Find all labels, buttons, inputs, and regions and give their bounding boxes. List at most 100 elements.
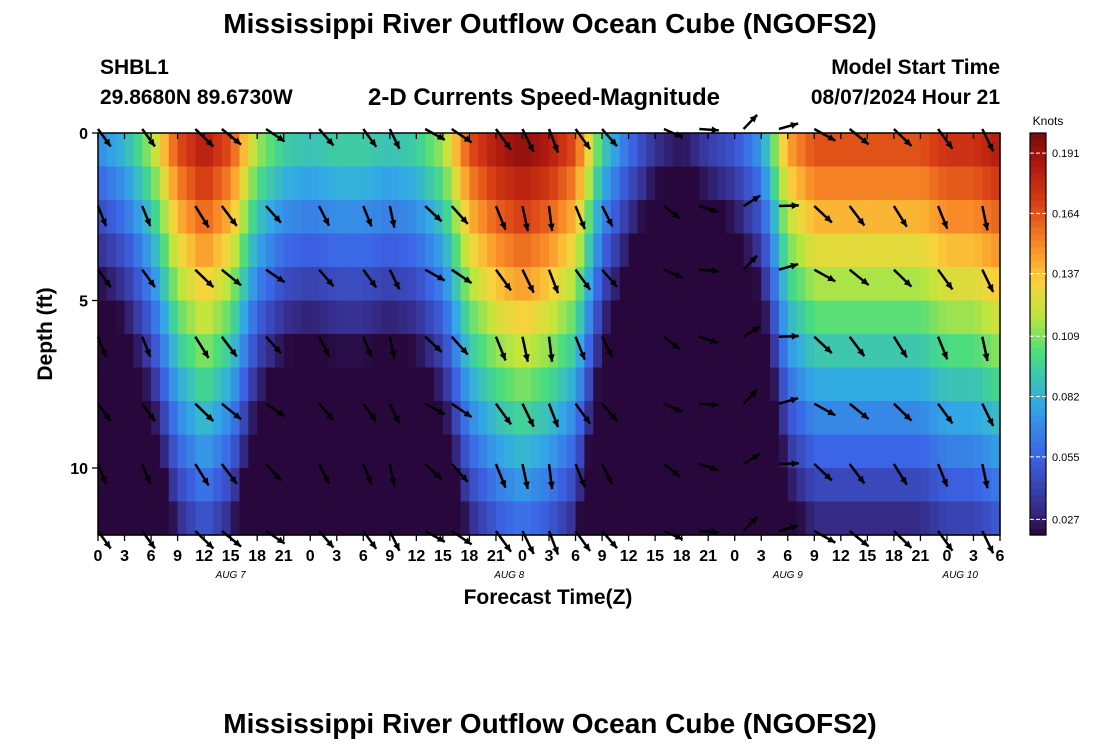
heat-cell bbox=[566, 133, 577, 168]
heat-cell bbox=[593, 401, 603, 436]
heat-cell bbox=[283, 133, 294, 168]
heat-cell bbox=[106, 233, 117, 268]
heat-cell bbox=[363, 233, 373, 268]
heat-cell bbox=[619, 200, 630, 235]
heat-cell bbox=[372, 401, 382, 436]
heat-cell bbox=[531, 267, 541, 302]
heat-cell bbox=[761, 233, 771, 268]
heat-cell bbox=[867, 300, 877, 335]
heat-cell bbox=[177, 267, 188, 302]
heat-cell bbox=[513, 401, 524, 436]
current-arrow bbox=[96, 530, 112, 550]
heat-cell bbox=[159, 200, 170, 235]
current-arrow bbox=[547, 205, 555, 232]
heat-cell bbox=[115, 501, 126, 536]
heat-cell bbox=[637, 367, 647, 402]
heat-cell bbox=[805, 434, 815, 469]
heat-cell bbox=[858, 401, 868, 436]
heat-cell bbox=[955, 401, 966, 436]
heat-cell bbox=[982, 401, 992, 436]
heat-cell bbox=[434, 367, 444, 402]
heat-cell bbox=[133, 166, 143, 201]
heat-cell bbox=[336, 468, 347, 503]
heat-cell bbox=[725, 300, 736, 335]
colorbar-swatch bbox=[1030, 367, 1046, 375]
heat-cell bbox=[372, 501, 382, 536]
heat-cell bbox=[319, 233, 329, 268]
colorbar-tick-label: 0.191 bbox=[1052, 148, 1080, 160]
heat-cell bbox=[212, 300, 223, 335]
heat-cell bbox=[840, 166, 851, 201]
heat-cell bbox=[778, 367, 789, 402]
heat-cell bbox=[248, 200, 258, 235]
heat-cell bbox=[761, 401, 771, 436]
heat-cell bbox=[796, 434, 807, 469]
heat-cell bbox=[628, 334, 639, 369]
heat-cell bbox=[151, 334, 161, 369]
heat-cell bbox=[451, 200, 462, 235]
x-tick-label: 21 bbox=[275, 548, 293, 565]
heat-cell bbox=[221, 334, 232, 369]
current-arrow bbox=[600, 205, 614, 227]
heat-cell bbox=[380, 434, 391, 469]
colorbar-swatch bbox=[1030, 528, 1046, 536]
heat-cell bbox=[186, 334, 196, 369]
heat-cell bbox=[717, 233, 727, 268]
heat-cell bbox=[115, 434, 126, 469]
heat-cell bbox=[849, 401, 860, 436]
heat-cell bbox=[885, 501, 895, 536]
heat-cell bbox=[257, 367, 267, 402]
heat-cell bbox=[540, 166, 550, 201]
heat-cell bbox=[221, 200, 232, 235]
heat-cell bbox=[831, 166, 842, 201]
heat-cell bbox=[893, 468, 904, 503]
heat-cell bbox=[345, 200, 356, 235]
heat-cell bbox=[805, 133, 815, 168]
x-tick-label: 9 bbox=[810, 548, 819, 565]
colorbar-swatch bbox=[1030, 414, 1046, 422]
heat-cell bbox=[761, 267, 771, 302]
heat-cell bbox=[699, 468, 709, 503]
heat-cell bbox=[142, 468, 152, 503]
heat-cell bbox=[946, 367, 957, 402]
heat-cell bbox=[823, 267, 833, 302]
heat-cell bbox=[876, 166, 886, 201]
heat-cell bbox=[186, 166, 196, 201]
chart-subtitle: 2-D Currents Speed-Magnitude bbox=[368, 84, 721, 111]
heat-cell bbox=[159, 233, 170, 268]
heat-cell bbox=[814, 468, 824, 503]
heat-cell bbox=[380, 133, 391, 168]
heat-cell bbox=[522, 367, 532, 402]
heat-cell bbox=[460, 434, 471, 469]
heat-cell bbox=[743, 468, 753, 503]
heat-cell bbox=[336, 334, 347, 369]
colorbar-swatch bbox=[1030, 447, 1046, 456]
heat-cell bbox=[266, 434, 276, 469]
heat-cell bbox=[655, 367, 665, 402]
heat-cell bbox=[124, 501, 134, 536]
colorbar-swatch bbox=[1030, 226, 1046, 235]
heat-cell bbox=[133, 300, 143, 335]
heat-cell bbox=[876, 200, 886, 235]
current-arrow bbox=[848, 402, 870, 421]
heat-cell bbox=[982, 200, 992, 235]
current-arrow bbox=[141, 205, 152, 227]
colorbar-swatch bbox=[1030, 334, 1046, 342]
current-arrow bbox=[892, 205, 908, 228]
heat-cell bbox=[893, 133, 904, 168]
heat-cell bbox=[805, 267, 815, 302]
heat-cell bbox=[840, 367, 851, 402]
current-arrow bbox=[699, 267, 719, 275]
colorbar-swatch bbox=[1030, 474, 1046, 482]
current-arrow bbox=[981, 269, 995, 293]
heat-cell bbox=[513, 501, 524, 536]
heat-cell bbox=[557, 401, 568, 436]
current-arrow bbox=[813, 268, 836, 283]
heat-cell bbox=[690, 401, 700, 436]
heat-cell bbox=[867, 334, 877, 369]
heat-cell bbox=[663, 434, 674, 469]
heat-cell bbox=[840, 133, 851, 168]
heat-cell bbox=[142, 166, 152, 201]
heat-cell bbox=[239, 233, 249, 268]
heat-cell bbox=[690, 300, 700, 335]
